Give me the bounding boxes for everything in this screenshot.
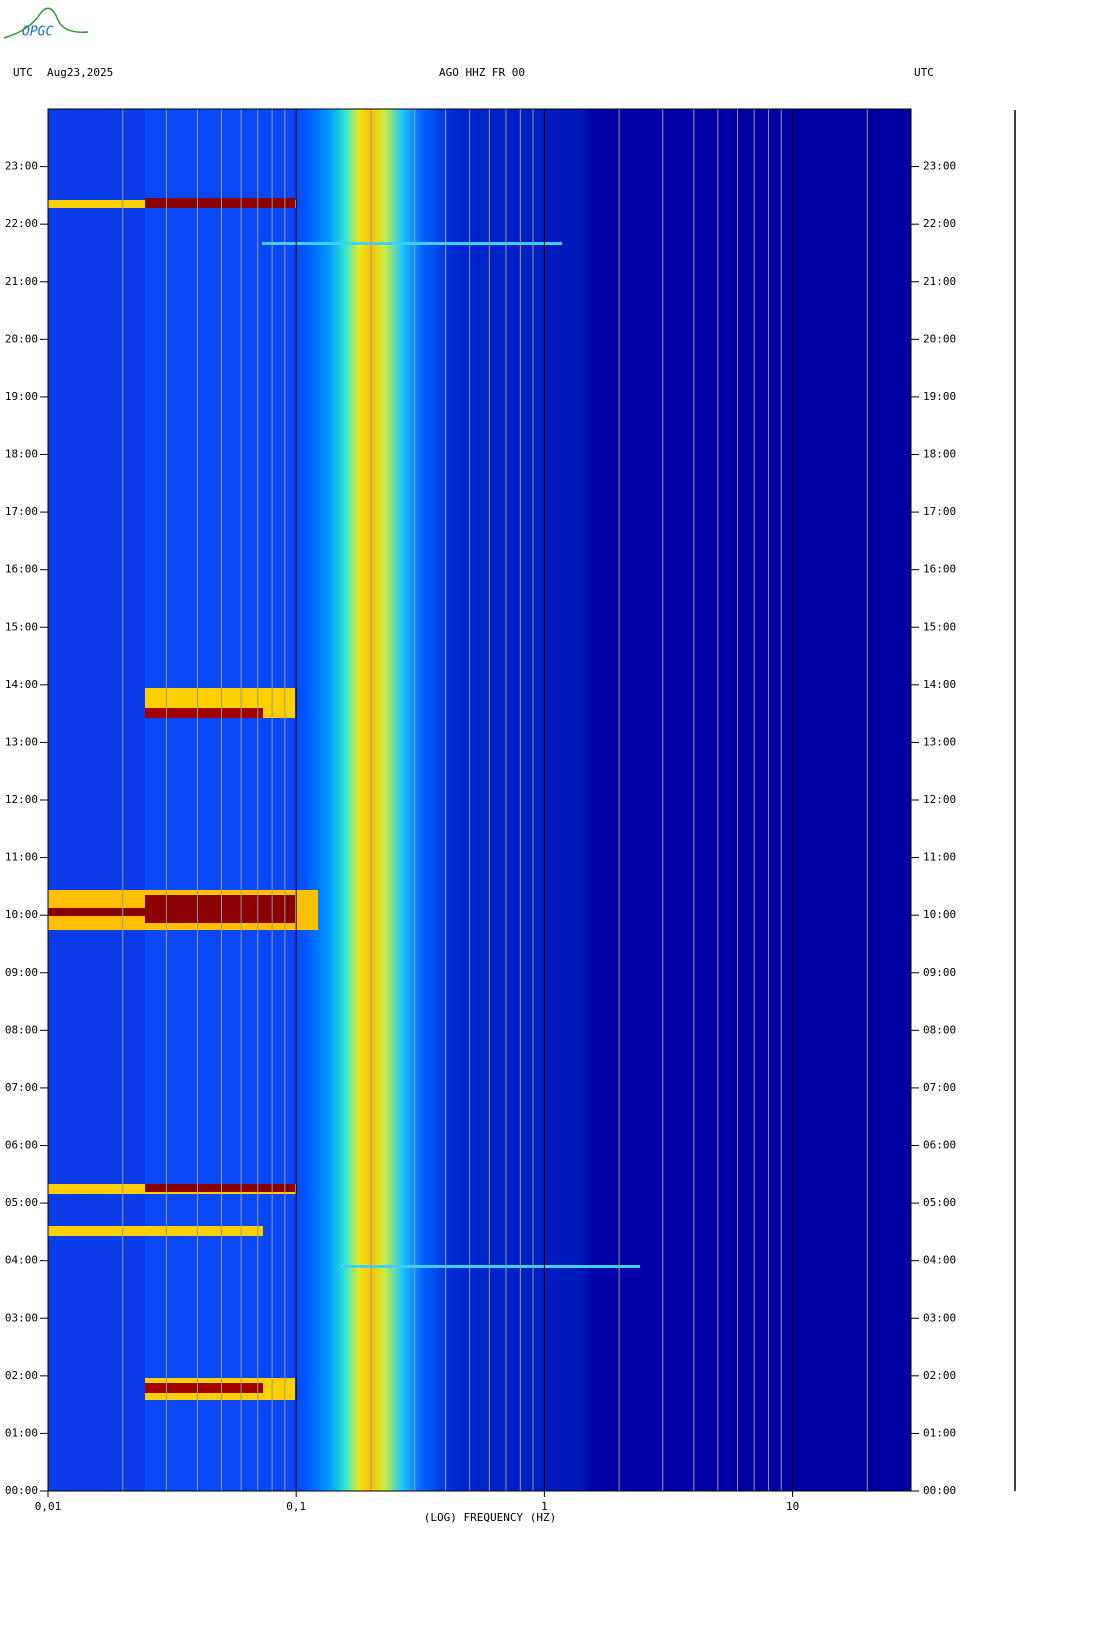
y-tick-label: 21:00 <box>923 275 956 288</box>
y-tick-label: 18:00 <box>5 448 38 461</box>
y-tick-label: 15:00 <box>923 620 956 633</box>
y-tick-label: 14:00 <box>923 678 956 691</box>
y-tick-label: 03:00 <box>5 1311 38 1324</box>
y-tick-label: 08:00 <box>923 1023 956 1036</box>
y-tick-label: 16:00 <box>5 563 38 576</box>
y-tick-label: 00:00 <box>5 1484 38 1497</box>
y-tick-label: 00:00 <box>923 1484 956 1497</box>
y-tick-label: 11:00 <box>5 851 38 864</box>
y-tick-label: 18:00 <box>923 448 956 461</box>
y-tick-label: 16:00 <box>923 563 956 576</box>
timezone-right: UTC <box>914 66 934 79</box>
event-line <box>262 242 562 245</box>
y-tick-label: 20:00 <box>923 332 956 345</box>
y-tick-label: 20:00 <box>5 332 38 345</box>
y-tick-label: 07:00 <box>923 1081 956 1094</box>
plot-frame <box>47 108 912 1492</box>
timezone-left: UTC <box>13 66 33 79</box>
y-tick-label: 10:00 <box>923 908 956 921</box>
y-tick-label: 05:00 <box>5 1196 38 1209</box>
y-tick-label: 01:00 <box>5 1426 38 1439</box>
y-tick-label: 02:00 <box>923 1369 956 1382</box>
y-tick-label: 07:00 <box>5 1081 38 1094</box>
y-tick-label: 11:00 <box>923 851 956 864</box>
event-band <box>145 198 295 208</box>
y-tick-label: 19:00 <box>5 390 38 403</box>
y-tick-label: 03:00 <box>923 1311 956 1324</box>
y-tick-label: 10:00 <box>5 908 38 921</box>
y-tick-label: 22:00 <box>5 217 38 230</box>
y-tick-label: 17:00 <box>5 505 38 518</box>
y-tick-label: 13:00 <box>5 735 38 748</box>
y-tick-label: 12:00 <box>5 793 38 806</box>
event-band <box>145 1184 295 1192</box>
y-tick-label: 22:00 <box>923 217 956 230</box>
event-line <box>340 1265 640 1268</box>
y-tick-label: 14:00 <box>5 678 38 691</box>
x-tick-label: 0,1 <box>286 1500 306 1513</box>
y-tick-label: 01:00 <box>923 1426 956 1439</box>
y-tick-label: 02:00 <box>5 1369 38 1382</box>
events <box>48 198 640 1400</box>
x-tick-label: 0,01 <box>35 1500 62 1513</box>
y-tick-label: 19:00 <box>923 390 956 403</box>
y-tick-label: 17:00 <box>923 505 956 518</box>
spectrogram <box>48 109 911 1491</box>
y-tick-label: 05:00 <box>923 1196 956 1209</box>
y-tick-label: 04:00 <box>5 1254 38 1267</box>
y-tick-label: 04:00 <box>923 1254 956 1267</box>
y-tick-label: 23:00 <box>923 160 956 173</box>
y-tick-label: 06:00 <box>923 1139 956 1152</box>
x-tick-label: 10 <box>786 1500 799 1513</box>
y-tick-label: 08:00 <box>5 1023 38 1036</box>
y-tick-label: 15:00 <box>5 620 38 633</box>
event-band <box>145 708 263 718</box>
y-tick-label: 21:00 <box>5 275 38 288</box>
date: Aug23,2025 <box>47 66 113 79</box>
event-band <box>145 895 295 923</box>
event-band <box>48 908 145 916</box>
event-band <box>48 1226 263 1236</box>
logo: OPGC <box>22 25 53 40</box>
y-tick-label: 09:00 <box>5 966 38 979</box>
x-axis-label: (LOG) FREQUENCY (HZ) <box>424 1511 556 1524</box>
logo-mark <box>3 7 89 39</box>
x-tick-label: 1 <box>541 1500 548 1513</box>
y-tick-label: 23:00 <box>5 160 38 173</box>
y-tick-label: 13:00 <box>923 735 956 748</box>
y-tick-label: 09:00 <box>923 966 956 979</box>
chart-title: AGO HHZ FR 00 <box>439 66 525 79</box>
y-tick-label: 06:00 <box>5 1139 38 1152</box>
y-tick-label: 12:00 <box>923 793 956 806</box>
event-band <box>145 1383 263 1393</box>
